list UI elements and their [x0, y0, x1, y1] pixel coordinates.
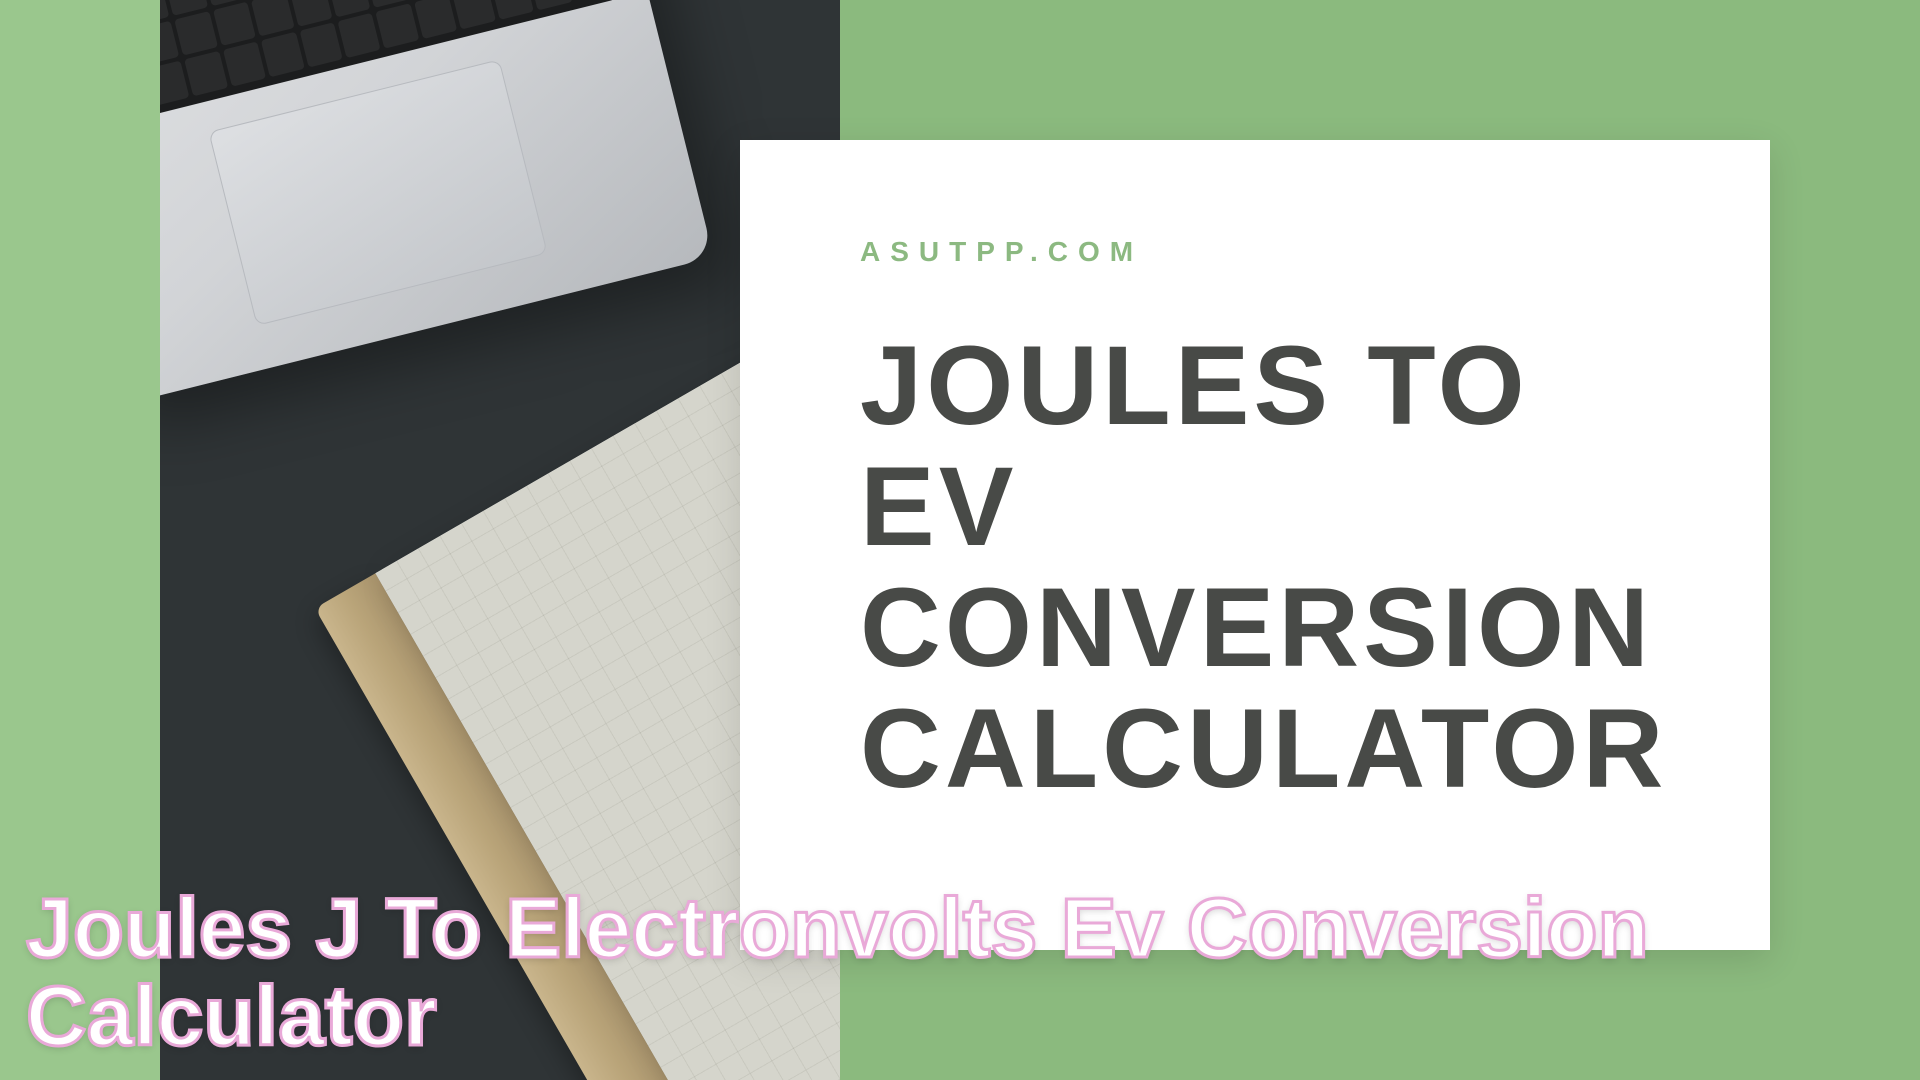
- bottom-title: Joules J To Electronvolts Ev Conversion …: [26, 884, 1880, 1060]
- trackpad-illustration: [208, 59, 547, 326]
- laptop-illustration: [160, 0, 714, 407]
- headline-text: JOULES TO EV CONVERSION CALCULATOR: [860, 326, 1684, 810]
- brand-text: ASUTPP.COM: [860, 236, 1684, 268]
- headline-card: ASUTPP.COM JOULES TO EV CONVERSION CALCU…: [740, 140, 1770, 950]
